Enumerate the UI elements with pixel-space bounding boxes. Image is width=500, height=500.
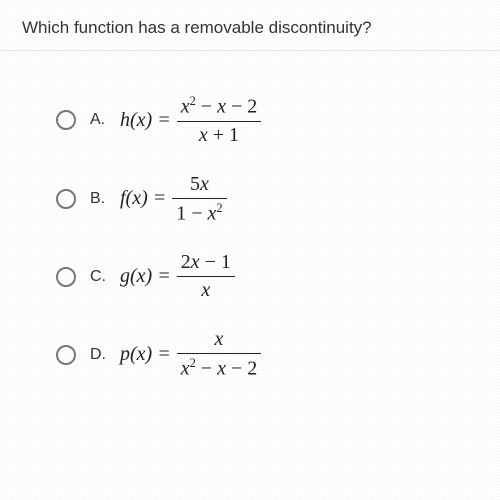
option-c-func: g(x) = bbox=[120, 265, 171, 288]
option-b[interactable]: B. f(x) = 5x 1 − x2 bbox=[56, 173, 478, 226]
radio-d[interactable] bbox=[56, 345, 76, 365]
fraction-line bbox=[177, 353, 262, 354]
option-c-letter: C. bbox=[90, 268, 110, 286]
option-d-den: x2 − x − 2 bbox=[177, 356, 262, 381]
option-b-den: 1 − x2 bbox=[172, 201, 226, 226]
radio-a[interactable] bbox=[56, 110, 76, 130]
question-card: Which function has a removable discontin… bbox=[0, 0, 500, 500]
option-b-equation: f(x) = 5x 1 − x2 bbox=[120, 173, 227, 226]
option-b-letter: B. bbox=[90, 190, 110, 208]
option-a-letter: A. bbox=[90, 111, 110, 129]
option-a-fraction: x2 − x − 2 x + 1 bbox=[177, 94, 262, 147]
option-d-num: x bbox=[211, 328, 228, 351]
option-c-fraction: 2x − 1 x bbox=[177, 251, 235, 302]
fraction-line bbox=[177, 276, 235, 277]
option-c-den: x bbox=[197, 279, 214, 302]
option-a-den: x + 1 bbox=[195, 124, 243, 147]
option-c-num: 2x − 1 bbox=[177, 251, 235, 274]
option-c[interactable]: C. g(x) = 2x − 1 x bbox=[56, 251, 478, 302]
option-d-func: p(x) = bbox=[120, 343, 171, 366]
radio-c[interactable] bbox=[56, 267, 76, 287]
option-d-fraction: x x2 − x − 2 bbox=[177, 328, 262, 381]
options-list: A. h(x) = x2 − x − 2 x + 1 B. f(x) = 5x … bbox=[56, 94, 478, 381]
radio-b[interactable] bbox=[56, 189, 76, 209]
option-d-equation: p(x) = x x2 − x − 2 bbox=[120, 328, 261, 381]
option-a-func: h(x) = bbox=[120, 109, 171, 132]
option-b-func: f(x) = bbox=[120, 187, 166, 210]
fraction-line bbox=[177, 121, 262, 122]
option-c-equation: g(x) = 2x − 1 x bbox=[120, 251, 235, 302]
option-a-num: x2 − x − 2 bbox=[177, 94, 262, 119]
option-a-equation: h(x) = x2 − x − 2 x + 1 bbox=[120, 94, 261, 147]
option-d-letter: D. bbox=[90, 346, 110, 364]
option-d[interactable]: D. p(x) = x x2 − x − 2 bbox=[56, 328, 478, 381]
option-a[interactable]: A. h(x) = x2 − x − 2 x + 1 bbox=[56, 94, 478, 147]
option-b-fraction: 5x 1 − x2 bbox=[172, 173, 226, 226]
option-b-num: 5x bbox=[186, 173, 213, 196]
question-text: Which function has a removable discontin… bbox=[22, 18, 478, 38]
fraction-line bbox=[172, 198, 226, 199]
